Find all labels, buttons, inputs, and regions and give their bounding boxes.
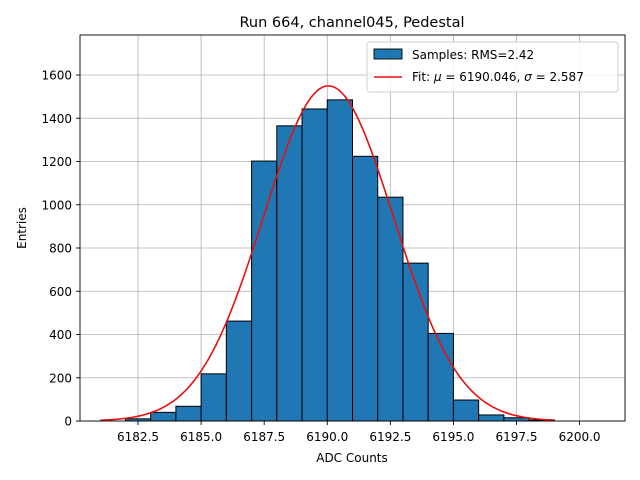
histogram-bar [150,411,177,422]
legend-fit-eq-2: = [532,70,550,84]
legend-histogram-swatch [373,48,403,60]
histogram-bar [200,373,227,422]
x-tick-label: 6192.5 [369,430,411,444]
y-tick-label: 600 [49,285,72,299]
y-axis-ticks: 0 200 400 600 800 1000 1200 1400 1600 [41,69,80,429]
y-tick-label: 1600 [41,69,72,83]
y-tick-label: 1200 [41,155,72,169]
legend-fit-label: Fit: μ = 6190.046, σ = 2.587 [412,70,584,84]
legend-fit-eq-1: = [442,70,460,84]
y-axis-label: Entries [15,207,29,249]
legend-fit-sigma-symbol: σ [524,70,532,84]
histogram-bar [251,160,278,422]
histogram-bar [225,320,253,422]
histogram-bar [352,155,379,422]
x-axis-label: ADC Counts [316,451,388,465]
y-tick-label: 400 [49,328,72,342]
y-tick-label: 1400 [41,112,72,126]
x-tick-label: 6197.5 [496,430,538,444]
x-tick-label: 6185.0 [180,430,222,444]
histogram-bar [427,332,454,422]
legend-fit-mu-value: 6190.046 [459,70,516,84]
x-tick-label: 6190.0 [306,430,348,444]
legend-fit-sigma-value: 2.587 [549,70,583,84]
histogram-bar [377,196,404,422]
y-tick-label: 1000 [41,198,72,212]
x-tick-label: 6195.0 [432,430,474,444]
legend-box [366,41,619,93]
histogram-bar [478,414,505,422]
y-tick-label: 0 [64,415,72,429]
legend-fit-mu-symbol: μ [433,70,442,84]
x-axis-ticks: 6182.5 6185.0 6187.5 6190.0 6192.5 6195.0 6197… [117,421,601,444]
x-tick-label: 6187.5 [243,430,285,444]
histogram-bar [402,262,429,422]
axes-frame [79,34,626,422]
chart-title: Run 664, channel045, Pedestal [239,15,464,31]
legend-histogram-label: Samples: RMS=2.42 [412,48,534,62]
histogram-bar [452,399,480,422]
fit-curve [100,85,555,422]
x-tick-label: 6182.5 [117,430,159,444]
legend-fit-prefix: Fit: [412,70,434,84]
legend: Samples: RMS=2.42 Fit: μ = 6190.046, σ =… [366,41,619,93]
y-tick-label: 200 [49,371,72,385]
x-tick-label: 6200.0 [559,430,601,444]
histogram-bar [276,125,303,422]
y-tick-label: 800 [49,242,72,256]
histogram-bar [301,108,328,422]
histogram-bar [326,99,354,422]
histogram-bar [175,405,202,422]
legend-fit-separator: , [517,70,525,84]
histogram-bars [124,99,555,422]
